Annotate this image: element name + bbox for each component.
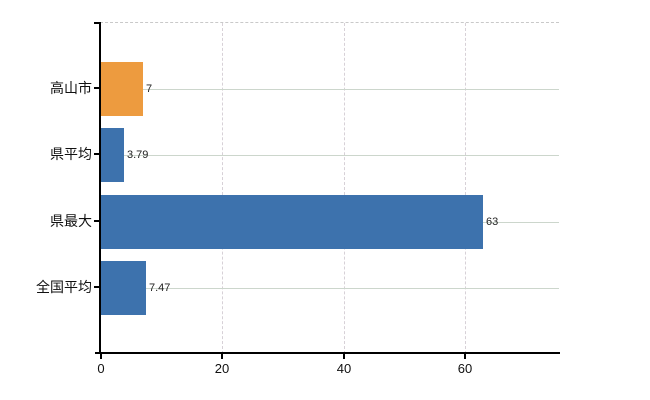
category-label: 高山市: [50, 80, 92, 96]
vertical-gridline: [344, 23, 345, 354]
x-tick-label: 60: [457, 361, 473, 376]
bar-value-label: 3.79: [127, 149, 149, 161]
x-axis-tick: [221, 354, 223, 359]
x-axis-tick: [343, 354, 345, 359]
bar-value-label: 7: [146, 83, 153, 95]
vertical-gridline: [222, 23, 223, 354]
y-axis-top-tick: [94, 22, 100, 24]
bar: [101, 62, 143, 116]
y-axis-tick: [94, 153, 100, 155]
horizontal-gridline: [100, 288, 559, 289]
y-axis-tick: [94, 286, 100, 288]
x-tick-label: 40: [336, 361, 352, 376]
bar: [101, 195, 483, 249]
y-axis-tick: [94, 87, 100, 89]
plot-area: 7 3.79 63 7.47: [100, 22, 559, 354]
category-label: 県平均: [50, 146, 92, 162]
y-axis-line: [99, 22, 101, 353]
bar-value-label: 7.47: [149, 282, 171, 294]
bar-value-label: 63: [486, 216, 499, 228]
x-axis-line: [95, 352, 560, 354]
bar: [101, 261, 146, 315]
x-tick-label: 20: [214, 361, 230, 376]
x-tick-label: 0: [97, 361, 105, 376]
category-label: 全国平均: [36, 279, 92, 295]
x-axis-tick: [100, 354, 102, 359]
vertical-gridline: [465, 23, 466, 354]
y-axis-tick: [94, 220, 100, 222]
horizontal-gridline: [100, 89, 559, 90]
bar: [101, 128, 124, 182]
horizontal-gridline: [100, 155, 559, 156]
category-label: 県最大: [50, 213, 92, 229]
x-axis-tick: [464, 354, 466, 359]
